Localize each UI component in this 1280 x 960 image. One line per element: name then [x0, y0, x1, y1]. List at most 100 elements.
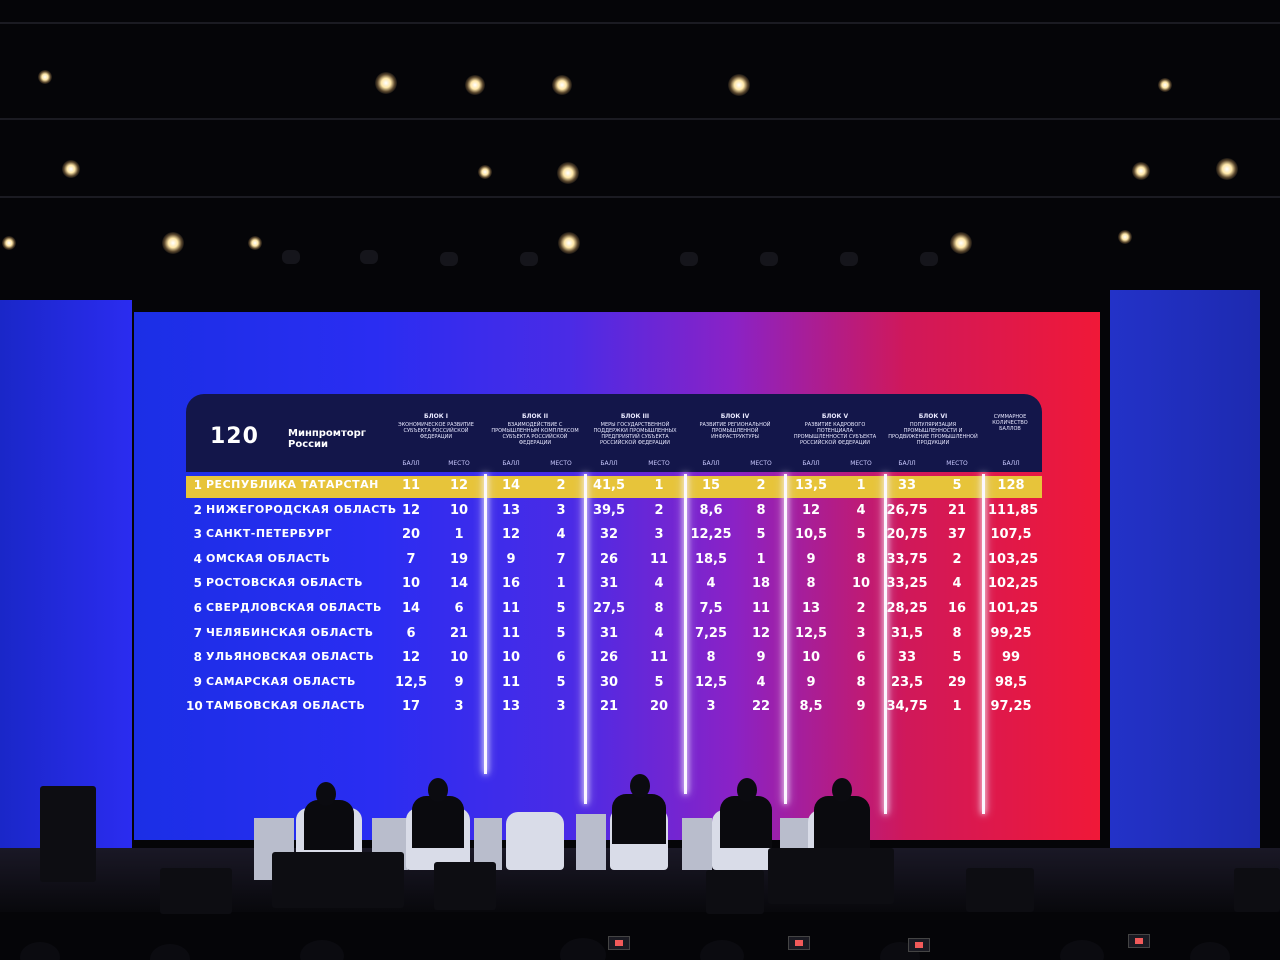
place-cell: 11 — [649, 551, 669, 567]
place-cell: 10 — [851, 576, 871, 592]
score-cell: 10 — [501, 650, 521, 666]
score-cell: 13,5 — [794, 478, 828, 493]
score-cell: 26 — [599, 551, 619, 567]
total-cell: 99 — [1001, 650, 1021, 666]
place-cell: 9 — [756, 650, 766, 666]
place-label: МЕСТО — [750, 460, 772, 467]
row-rank: 8 — [193, 650, 202, 665]
score-cell: 13 — [501, 502, 521, 518]
stage-light — [557, 162, 579, 184]
table-row: 7 ЧЕЛЯБИНСКАЯ ОБЛАСТЬ 6 21 11 5 31 4 7,25 12 12,5 3… — [186, 626, 1042, 648]
table-row: 3 САНКТ-ПЕТЕРБУРГ 20 1 12 4 32 3 12,25 5 10,5 5 20,7… — [186, 527, 1042, 549]
score-cell: 8 — [806, 576, 816, 592]
side-table — [682, 818, 712, 870]
table-row: 9 САМАРСКАЯ ОБЛАСТЬ 12,5 9 11 5 30 5 12,5 4 9 8 23,5… — [186, 675, 1042, 697]
block-title: БЛОК I — [424, 413, 448, 420]
place-cell: 21 — [449, 625, 469, 641]
place-cell: 21 — [947, 502, 967, 518]
score-cell: 12 — [401, 650, 421, 666]
block-title: БЛОК IV — [720, 413, 750, 420]
audience-head — [1060, 940, 1104, 960]
score-cell: 10 — [801, 650, 821, 666]
score-cell: 11 — [501, 601, 521, 616]
audience-head — [20, 942, 60, 960]
row-rank: 3 — [193, 527, 202, 542]
score-cell: 11 — [401, 478, 421, 493]
table-row: 8 УЛЬЯНОВСКАЯ ОБЛАСТЬ 12 10 10 6 26 11 8 9 10 6 33 5 9… — [186, 650, 1042, 672]
audience-head — [150, 944, 190, 960]
person-head — [428, 778, 448, 802]
score-cell: 13 — [801, 601, 821, 616]
stage-monitor — [434, 862, 496, 910]
block-header: БЛОК II ВЗАИМОДЕЙСТВИЕ С ПРОМЫШЛЕННЫМ КО… — [490, 414, 580, 447]
place-label: МЕСТО — [850, 460, 872, 467]
block-description: ВЗАИМОДЕЙСТВИЕ С ПРОМЫШЛЕННЫМ КОМПЛЕКСОМ… — [491, 422, 579, 446]
row-rank: 5 — [193, 576, 202, 591]
spotlight-fixture — [282, 250, 300, 264]
row-rank: 6 — [193, 601, 202, 615]
stage-light — [1216, 158, 1238, 180]
block-header: БЛОК III МЕРЫ ГОСУДАРСТВЕННОЙ ПОДДЕРЖКИ … — [590, 414, 680, 447]
place-cell: 8 — [654, 601, 664, 616]
score-cell: 12,5 — [794, 625, 828, 641]
block-header: БЛОК I ЭКОНОМИЧЕСКОЕ РАЗВИТИЕ СУБЪЕКТА Р… — [391, 413, 481, 441]
place-cell: 9 — [856, 699, 866, 715]
total-cell: 101,25 — [988, 601, 1039, 616]
score-cell: 12,25 — [690, 527, 732, 543]
place-cell: 4 — [654, 625, 664, 641]
stage-light — [38, 70, 52, 84]
spotlight-fixture — [520, 252, 538, 266]
score-cell: 33,25 — [886, 576, 928, 592]
row-rank: 1 — [193, 478, 202, 492]
score-cell: 20,75 — [886, 527, 928, 543]
neon-divider — [784, 474, 787, 804]
table-header: 120 Минпромторг России БЛОК I ЭКОНОМИЧЕС… — [186, 394, 1042, 472]
block-description: РАЗВИТИЕ КАДРОВОГО ПОТЕНЦИАЛА ПРОМЫШЛЕНН… — [793, 422, 877, 446]
logo-name: Минпромторг России — [288, 428, 367, 450]
stage-light — [2, 236, 16, 250]
phone-display — [1135, 938, 1143, 944]
row-rank: 10 — [186, 699, 203, 714]
place-cell: 5 — [952, 478, 962, 493]
place-cell: 5 — [856, 527, 866, 543]
score-cell: 30 — [599, 674, 619, 690]
place-cell: 3 — [654, 527, 664, 543]
score-cell: 9 — [806, 674, 816, 690]
total-cell: 98,5 — [994, 674, 1028, 690]
score-cell: 10,5 — [794, 527, 828, 543]
score-cell: 3 — [706, 699, 716, 715]
place-cell: 10 — [449, 502, 469, 518]
score-cell: 8 — [706, 650, 716, 666]
place-cell: 8 — [856, 551, 866, 567]
table-row: 4 ОМСКАЯ ОБЛАСТЬ 7 19 9 7 26 11 18,5 1 9 8 33,75 2 103… — [186, 552, 1042, 574]
row-rank: 9 — [193, 674, 202, 689]
row-region: РЕСПУБЛИКА ТАТАРСТАН — [206, 478, 379, 491]
place-cell: 6 — [454, 601, 464, 616]
place-cell: 3 — [556, 699, 566, 715]
place-cell: 3 — [856, 625, 866, 641]
block-title: БЛОК VI — [918, 413, 948, 420]
score-cell: 11 — [501, 674, 521, 690]
side-table — [474, 818, 502, 870]
stage-light — [1158, 78, 1172, 92]
score-cell: 8,5 — [799, 699, 823, 715]
person-head — [316, 782, 336, 806]
block-description: ЭКОНОМИЧЕСКОЕ РАЗВИТИЕ СУБЪЕКТА РОССИЙСК… — [398, 422, 474, 440]
place-cell: 1 — [856, 478, 866, 493]
audience-head — [560, 938, 606, 960]
score-cell: 9 — [806, 551, 816, 567]
total-description: СУММАРНОЕ КОЛИЧЕСТВО БАЛЛОВ — [992, 414, 1028, 432]
stage-light — [248, 236, 262, 250]
total-cell: 128 — [997, 478, 1025, 493]
phone-display — [795, 940, 803, 946]
place-cell: 3 — [556, 502, 566, 518]
place-cell: 11 — [649, 650, 669, 666]
score-cell: 11 — [501, 625, 521, 641]
spotlight-fixture — [760, 252, 778, 266]
stage-light — [465, 75, 485, 95]
score-cell: 34,75 — [886, 699, 928, 715]
row-region: РОСТОВСКАЯ ОБЛАСТЬ — [206, 576, 363, 590]
neon-divider — [484, 474, 487, 774]
neon-divider — [684, 474, 687, 794]
stage-light — [1132, 162, 1150, 180]
